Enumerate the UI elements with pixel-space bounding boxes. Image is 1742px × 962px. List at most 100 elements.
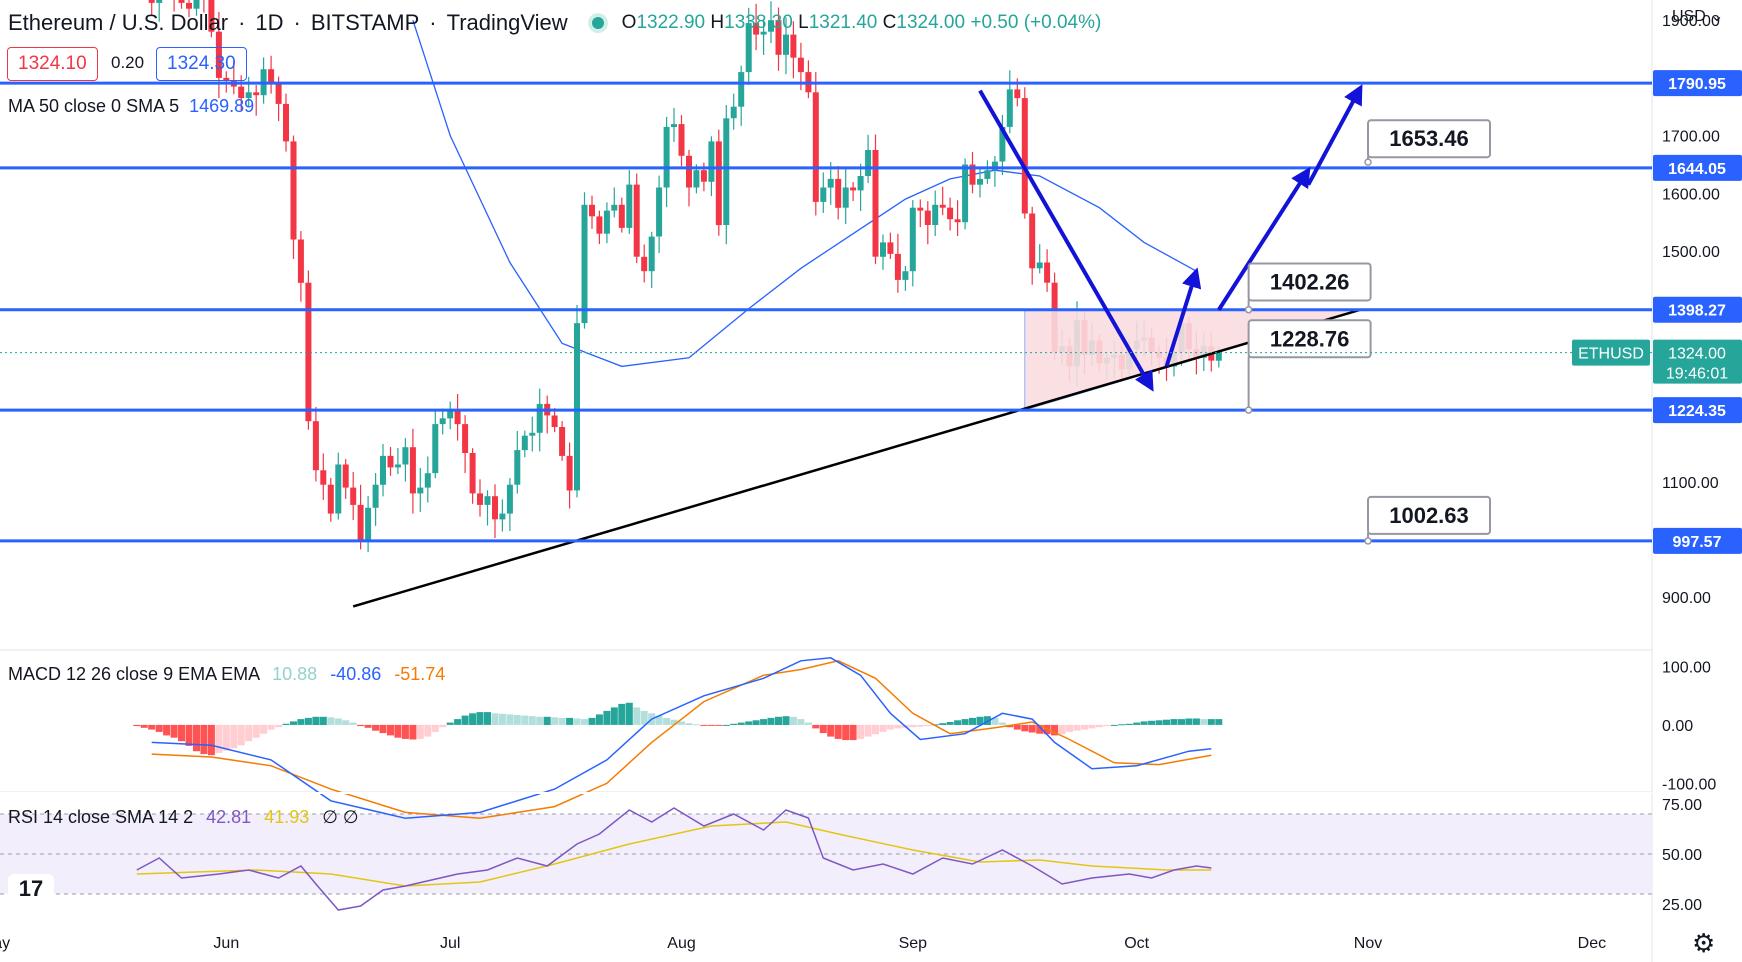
macd-histogram-bar [1140,721,1148,725]
symbol-name[interactable]: Ethereum / U.S. Dollar [8,10,229,35]
candle [529,416,536,452]
rsi-pane [0,807,1652,911]
macd-histogram-bar [319,716,327,725]
trendline[interactable] [352,308,1361,608]
macd-histogram-bar [976,716,984,725]
candle [894,233,901,293]
candle [902,266,909,291]
macd-histogram-bar [722,724,730,726]
rsi-legend[interactable]: RSI 14 close SMA 14 2 42.81 41.93 ∅ ∅ [8,807,359,828]
candle [208,0,215,38]
macd-histogram-bar [864,724,872,737]
currency-label: USD [1672,8,1706,25]
candle [633,173,640,264]
candle [335,452,342,520]
macd-line [151,657,1212,820]
interval[interactable]: 1D [255,10,284,35]
candle [977,167,983,198]
macd-histogram-bar [1163,719,1170,725]
macd-histogram-bar [595,714,603,725]
macd-histogram-bar [655,715,663,725]
candle [611,187,618,218]
buy-price-button[interactable]: 1324.30 [156,47,247,81]
candle [917,199,924,228]
time-axis-tick: Sep [899,935,928,952]
ma-legend[interactable]: MA 50 close 0 SMA 5 1469.89 [8,96,254,117]
level-price-label: 1644.05 [1653,154,1742,181]
candle [1006,70,1013,134]
candle [394,447,401,475]
macd-histogram-bar [282,723,290,725]
macd-histogram-bar [207,724,215,756]
currency-selector[interactable]: USD ⌄ [1672,6,1724,26]
candle [432,410,439,479]
macd-histogram-bar [454,719,462,725]
exchange: BITSTAMP [310,10,420,35]
gear-icon[interactable]: ⚙ [1692,928,1716,958]
time-axis-tick: Aug [667,935,695,952]
time-axis-tick: Nov [1354,935,1382,952]
candle [342,459,349,499]
macd-histogram-bar [1066,724,1073,732]
macd-histogram-bar [909,724,917,728]
macd-legend[interactable]: MACD 12 26 close 9 EMA EMA 10.88 -40.86 … [8,664,445,685]
candle [186,0,192,18]
candle [745,7,752,85]
candle [603,202,610,244]
ohlc-values: O1322.90 H1338.30 L1321.40 C1324.00 +0.5… [622,12,1102,34]
macd-histogram-bar [364,724,372,728]
macd-histogram-bar [1207,719,1215,725]
candle [357,484,364,550]
macd-histogram-bar [745,721,753,725]
candle [424,456,431,503]
macd-histogram-bar [804,722,812,725]
tradingview-logo-icon[interactable]: 17 [8,874,54,904]
candle [939,186,946,216]
macd-histogram-bar [401,724,409,739]
svg-text:1224.35: 1224.35 [1668,403,1726,420]
svg-text:1790.95: 1790.95 [1668,76,1726,93]
market-open-dot [591,17,604,29]
callout-1653[interactable]: 1653.46 [1364,119,1492,166]
sell-price-button[interactable]: 1324.10 [7,47,98,81]
macd-histogram-bar [894,724,902,729]
up-arrow[interactable] [1164,267,1202,368]
ma50-line [412,20,1197,368]
candle [178,0,185,9]
macd-histogram-bar [640,710,648,725]
callout-1002[interactable]: 1002.63 [1364,495,1492,545]
rsi-extra: ∅ ∅ [322,807,359,827]
up-arrow[interactable] [1217,166,1311,311]
macd-histogram-bar [812,724,820,729]
callout-1228[interactable]: 1228.76 [1244,319,1372,414]
macd-histogram-bar [558,717,566,725]
bar-countdown: 19:46:01 [1666,366,1728,383]
macd-histogram-bar [431,724,439,732]
macd-histogram-bar [1103,724,1111,727]
down-arrow[interactable] [978,89,1154,392]
callout-1402[interactable]: 1402.26 [1244,262,1372,314]
candle [203,0,205,13]
candle [768,1,774,44]
candle [283,93,289,152]
low-value: 1321.40 [808,12,878,33]
candle [156,0,163,22]
rsi-line [136,807,1212,911]
candle [312,406,319,482]
candle [880,234,886,270]
macd-histogram-bar [872,724,879,735]
candle [387,447,394,476]
candle [469,448,476,504]
macd-histogram-bar [842,724,850,741]
rsi-axis-tick: 50.00 [1662,847,1702,864]
last-price-value: 1324.00 [1668,346,1726,363]
macd-histogram-bar [349,722,357,725]
macd-histogram-bar [334,718,342,725]
candle [492,484,498,538]
macd-histogram-bar [290,721,297,725]
macd-histogram-bar [297,719,305,725]
macd-histogram-bar [513,715,521,725]
candle [887,232,894,259]
up-arrow[interactable] [1306,84,1363,186]
